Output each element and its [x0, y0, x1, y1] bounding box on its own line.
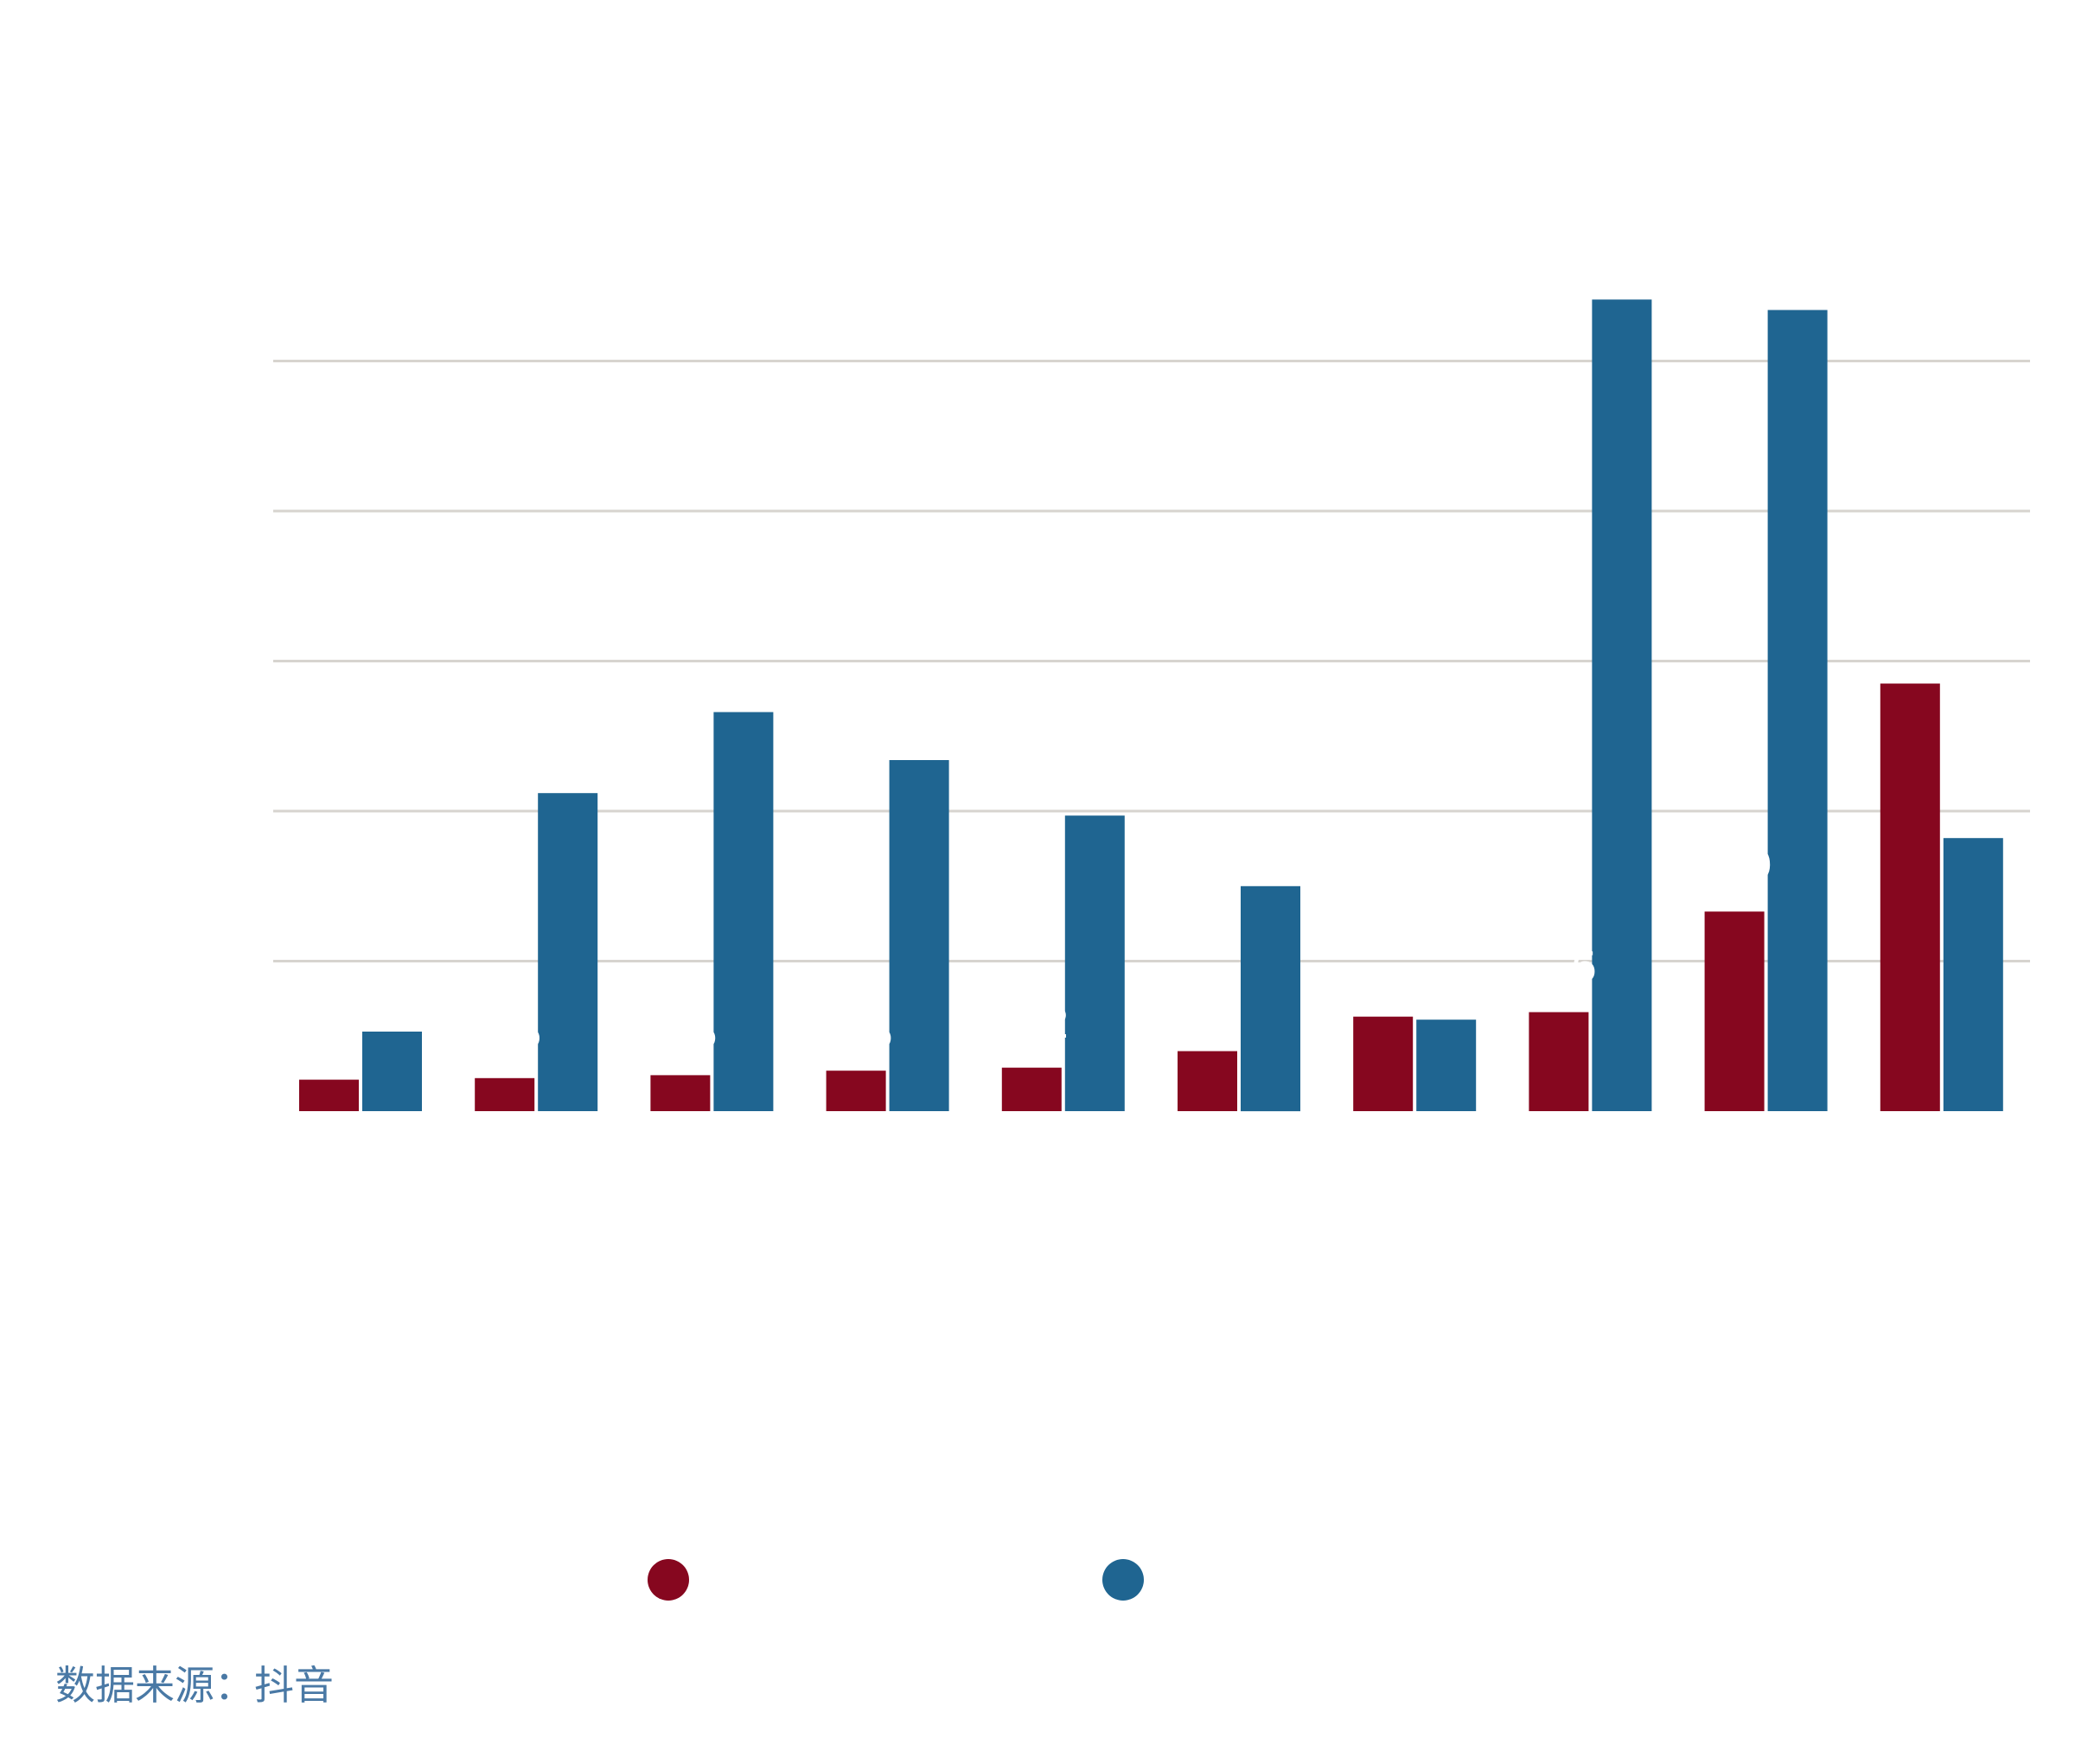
bar-series2-4: [889, 760, 949, 1111]
bars: [299, 299, 2003, 1112]
data-label-series2-4: 5: [868, 1010, 895, 1058]
source-note: 数据来源：抖音: [55, 1662, 334, 1709]
data-label-series2-8: 6: [1571, 943, 1598, 992]
legend-marker-series2: [1102, 1559, 1144, 1601]
bar-series1-5: [1001, 1067, 1062, 1111]
bar-series1-9: [1704, 911, 1765, 1111]
bar-series1-7: [1353, 1016, 1414, 1111]
bar-series2-6: [1241, 885, 1300, 1112]
bar-series2-10: [1943, 838, 2003, 1111]
bar-series1-8: [1529, 1012, 1589, 1111]
data-label-series2-5: 2: [1044, 1000, 1070, 1048]
legend-marker-series1: [648, 1559, 689, 1601]
bar-series1-4: [826, 1071, 886, 1111]
bar-series2-2: [538, 793, 598, 1111]
bar-series2-7: [1416, 1019, 1477, 1111]
bar-series1-6: [1178, 1051, 1237, 1111]
bar-series1-10: [1880, 683, 1940, 1111]
bar-series2-1: [362, 1032, 422, 1111]
legend: [648, 1559, 1144, 1601]
bar-series2-5: [1064, 815, 1125, 1111]
bar-series2-3: [713, 712, 774, 1111]
data-label-series2-3: 5: [693, 1010, 719, 1058]
bar-series1-1: [299, 1079, 359, 1111]
bar-series1-3: [650, 1075, 711, 1111]
data-labels: 5 5 5 2 6 9: [517, 842, 1773, 1058]
bar-series2-8: [1592, 299, 1652, 1111]
data-label-series2-2: 5: [517, 1010, 544, 1058]
bar-series1-2: [475, 1077, 535, 1111]
data-label-series2-9: 9: [1746, 842, 1773, 891]
bar-series2-9: [1767, 310, 1828, 1111]
